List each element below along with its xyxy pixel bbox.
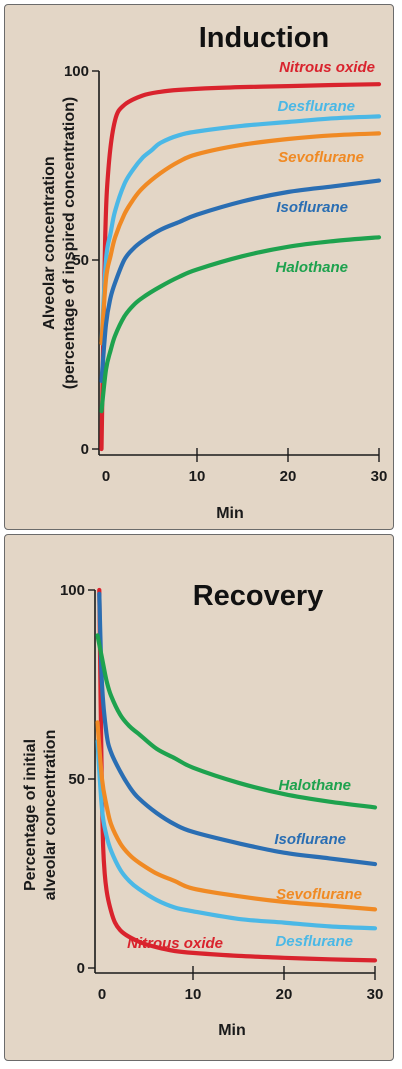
chart-title: Induction [199, 22, 329, 54]
y-axis-title-line-1: Alveolar concentration [41, 156, 58, 329]
y-axis-title-line-2: (percentage of inspired concentration) [61, 97, 78, 389]
series-line-sevoflurane [95, 720, 378, 912]
series-line-halothane [95, 633, 378, 810]
x-tick-label: 0 [102, 468, 110, 485]
y-tick-label: 100 [60, 582, 85, 599]
series-label: Sevoflurane [276, 886, 362, 903]
axes: 0 50 100 0 10 20 30 [64, 63, 387, 485]
series-label: Desflurane [277, 98, 355, 115]
x-tick-label: 30 [367, 986, 384, 1003]
chart-title: Recovery [193, 580, 324, 612]
series-label: Halothane [278, 777, 351, 794]
series-line-isoflurane [97, 591, 378, 867]
induction-chart: Induction Alveolar concentration (percen… [41, 22, 387, 522]
series-line-isoflurane [99, 178, 382, 384]
y-tick-label: 100 [64, 63, 89, 80]
series-line-nitrous-oxide [97, 587, 378, 963]
y-tick-label: 0 [77, 960, 85, 977]
series-label: Halothane [275, 259, 348, 276]
series-line-desflurane [95, 739, 378, 931]
x-tick-label: 10 [185, 986, 202, 1003]
curves: Nitrous oxide Desflurane Sevoflurane Isoflu… [95, 587, 378, 963]
series-line-halothane [99, 235, 382, 414]
x-axis-title: Min [218, 1022, 246, 1039]
series-line-desflurane [99, 114, 382, 346]
series-label: Desflurane [275, 933, 353, 950]
series-label: Isoflurane [276, 199, 348, 216]
series-line-nitrous-oxide [99, 82, 382, 452]
series-label: Isoflurane [274, 831, 346, 848]
x-axis-title: Min [216, 505, 244, 522]
axes: 0 50 100 0 10 20 30 [60, 582, 383, 1003]
y-axis-title-line-1: Percentage of initial [22, 739, 39, 891]
x-tick-label: 10 [189, 468, 206, 485]
series-line-sevoflurane [99, 131, 382, 346]
y-tick-label: 0 [81, 441, 89, 458]
series-label: Nitrous oxide [279, 59, 375, 76]
y-axis-title-line-2: alveolar concentration [42, 730, 59, 901]
x-tick-label: 0 [98, 986, 106, 1003]
x-tick-label: 20 [280, 468, 297, 485]
y-tick-label: 50 [68, 771, 85, 788]
curves: Nitrous oxide Desflurane Sevoflurane Isoflu… [99, 59, 382, 452]
y-tick-label: 50 [72, 252, 89, 269]
recovery-panel: Recovery Percentage of initial alveolar … [4, 534, 394, 1061]
induction-panel: Induction Alveolar concentration (percen… [4, 4, 394, 530]
series-label: Sevoflurane [278, 149, 364, 166]
x-tick-label: 20 [276, 986, 293, 1003]
recovery-chart: Recovery Percentage of initial alveolar … [22, 580, 383, 1039]
x-tick-label: 30 [371, 468, 388, 485]
series-label: Nitrous oxide [127, 935, 223, 952]
